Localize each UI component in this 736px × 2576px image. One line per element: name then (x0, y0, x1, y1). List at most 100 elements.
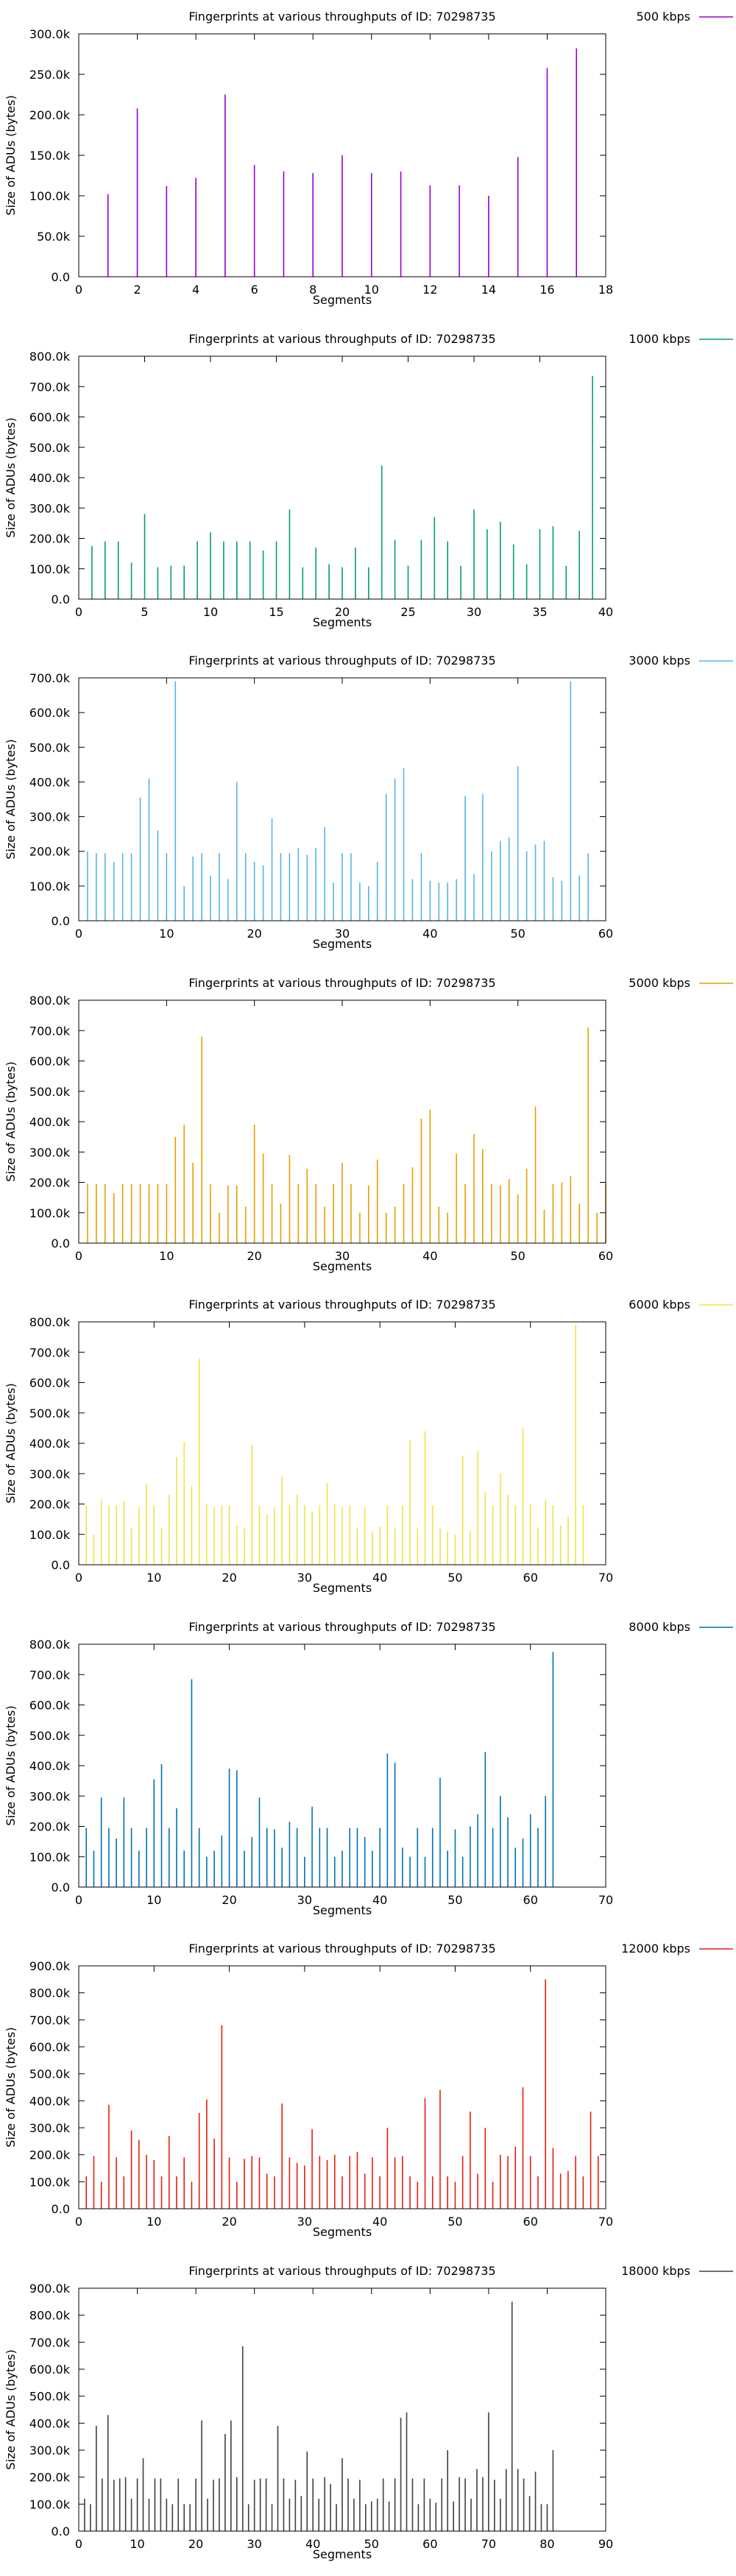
x-tick-label: 15 (269, 605, 283, 619)
y-axis-label: Size of ADUs (bytes) (4, 2027, 18, 2147)
y-tick-label: 300.0k (29, 810, 71, 824)
x-tick-label: 4 (192, 283, 199, 297)
chart-title: Fingerprints at various throughputs of I… (188, 654, 495, 668)
x-tick-label: 50 (510, 1249, 525, 1263)
x-tick-label: 30 (297, 2215, 312, 2229)
x-tick-label: 70 (598, 2215, 613, 2229)
x-tick-label: 16 (539, 283, 554, 297)
y-tick-label: 100.0k (29, 1206, 71, 1220)
y-tick-label: 100.0k (29, 562, 71, 576)
chart-3: Fingerprints at various throughputs of I… (4, 654, 733, 951)
x-tick-label: 40 (422, 1249, 437, 1263)
legend-label: 5000 kbps (629, 976, 690, 990)
y-tick-label: 200.0k (29, 1175, 71, 1189)
x-tick-label: 10 (146, 1893, 161, 1907)
y-tick-label: 300.0k (29, 27, 71, 41)
y-tick-label: 200.0k (29, 845, 71, 859)
x-tick-label: 10 (146, 2215, 161, 2229)
series-1 (107, 48, 578, 277)
x-tick-label: 10 (159, 927, 174, 941)
x-tick-label: 40 (372, 1893, 387, 1907)
x-axis-label: Segments (313, 2547, 372, 2561)
series-1 (84, 2301, 554, 2531)
y-tick-label: 900.0k (29, 2282, 71, 2296)
x-tick-label: 90 (598, 2537, 613, 2551)
y-axis-label: Size of ADUs (bytes) (4, 2349, 18, 2469)
x-tick-label: 70 (598, 1571, 613, 1585)
x-tick-label: 30 (247, 2537, 261, 2551)
y-tick-label: 600.0k (29, 2040, 71, 2054)
chart-title: Fingerprints at various throughputs of I… (188, 976, 495, 990)
x-tick-label: 50 (447, 2215, 462, 2229)
x-tick-label: 60 (523, 1893, 538, 1907)
x-tick-label: 80 (539, 2537, 554, 2551)
plot-frame (78, 999, 606, 1243)
y-tick-label: 100.0k (29, 189, 71, 203)
y-tick-label: 500.0k (29, 1728, 71, 1742)
y-tick-label: 300.0k (29, 2444, 71, 2458)
legend-label: 1000 kbps (629, 332, 690, 346)
y-tick-label: 600.0k (29, 1698, 71, 1712)
y-tick-label: 500.0k (29, 1084, 71, 1098)
x-tick-label: 0 (75, 605, 82, 619)
plot-frame (78, 2287, 606, 2531)
x-tick-label: 10 (130, 2537, 144, 2551)
y-tick-label: 700.0k (29, 2013, 71, 2027)
y-tick-label: 400.0k (29, 2094, 71, 2108)
y-tick-label: 500.0k (29, 2067, 71, 2081)
y-tick-label: 800.0k (29, 994, 71, 1008)
y-tick-label: 400.0k (29, 1437, 71, 1451)
chart-title: Fingerprints at various throughputs of I… (188, 332, 495, 346)
y-tick-label: 0.0 (52, 592, 70, 606)
legend-label: 3000 kbps (629, 654, 690, 668)
x-tick-label: 40 (372, 1571, 387, 1585)
y-tick-label: 400.0k (29, 2416, 71, 2430)
y-tick-label: 0.0 (52, 270, 70, 284)
x-tick-label: 0 (75, 2215, 82, 2229)
y-tick-label: 0.0 (52, 1236, 70, 1250)
y-tick-label: 800.0k (29, 1638, 71, 1652)
plot-frame (78, 1321, 606, 1565)
y-tick-label: 700.0k (29, 1345, 71, 1359)
x-tick-label: 35 (532, 605, 547, 619)
x-tick-label: 40 (422, 927, 437, 941)
series-1 (85, 1979, 599, 2209)
x-tick-label: 20 (222, 2215, 236, 2229)
y-tick-label: 200.0k (29, 1819, 71, 1833)
y-tick-label: 0.0 (52, 1558, 70, 1572)
plot-frame (78, 1643, 606, 1887)
x-tick-label: 0 (75, 1249, 82, 1263)
x-tick-label: 10 (146, 1571, 161, 1585)
y-axis-label: Size of ADUs (bytes) (4, 1061, 18, 1181)
y-tick-label: 500.0k (29, 2389, 71, 2403)
y-tick-label: 300.0k (29, 1145, 71, 1159)
y-tick-label: 900.0k (29, 1959, 71, 1973)
x-tick-label: 30 (335, 927, 350, 941)
y-tick-label: 700.0k (29, 380, 71, 394)
y-tick-label: 600.0k (29, 1054, 71, 1068)
x-tick-label: 50 (447, 1571, 462, 1585)
x-tick-label: 50 (447, 1893, 462, 1907)
y-tick-label: 400.0k (29, 471, 71, 485)
y-tick-label: 400.0k (29, 1115, 71, 1129)
legend-label: 18000 kbps (621, 2264, 690, 2278)
x-axis-label: Segments (313, 2225, 372, 2239)
x-axis-label: Segments (313, 1581, 372, 1595)
x-tick-label: 10 (203, 605, 218, 619)
x-tick-label: 10 (364, 283, 379, 297)
chart-title: Fingerprints at various throughputs of I… (188, 1298, 495, 1312)
x-tick-label: 70 (598, 1893, 613, 1907)
series-1 (85, 1651, 554, 1887)
x-tick-label: 5 (141, 605, 148, 619)
y-tick-label: 100.0k (29, 2497, 71, 2511)
chart-title: Fingerprints at various throughputs of I… (188, 1620, 495, 1634)
series-1 (85, 1325, 584, 1565)
x-axis-label: Segments (313, 937, 372, 951)
x-axis-label: Segments (313, 1259, 372, 1273)
chart-2: Fingerprints at various throughputs of I… (4, 332, 733, 629)
y-tick-label: 400.0k (29, 1759, 71, 1773)
x-tick-label: 6 (251, 283, 258, 297)
chart-7: Fingerprints at various throughputs of I… (4, 1942, 733, 2239)
y-tick-label: 800.0k (29, 2308, 71, 2322)
